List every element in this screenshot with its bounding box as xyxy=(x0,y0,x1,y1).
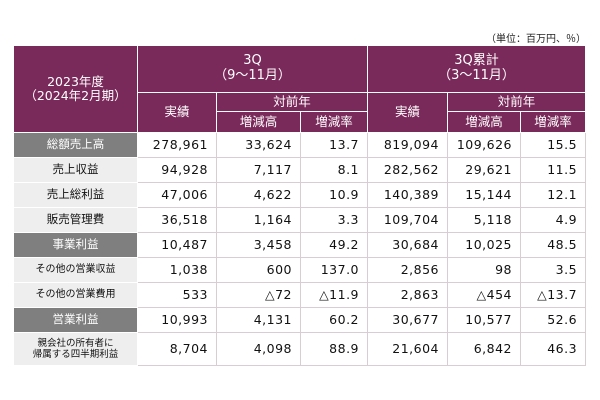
q3-change-amount-cell: 33,624 xyxy=(216,132,301,158)
q3-actual-cell: 1,038 xyxy=(137,257,217,283)
q3-change-rate-header: 増減率 xyxy=(299,111,369,133)
cumulative-title: 3Q累計 xyxy=(454,53,499,69)
table-row: 事業利益 10,487 3,458 49.2 30,684 10,025 48.… xyxy=(13,232,587,258)
table-row: 総額売上高 278,961 33,624 13.7 819,094 109,62… xyxy=(13,132,587,158)
table-row: その他の営業費用 533 △72 △11.9 2,863 △454 △13.7 xyxy=(13,282,587,308)
row-label: 販売管理費 xyxy=(13,207,138,233)
q3-change-amount-cell: 4,098 xyxy=(216,332,301,366)
q3-actual-cell: 533 xyxy=(137,282,217,308)
q3-actual-header: 実績 xyxy=(137,92,217,133)
cumulative-range: （3～11月） xyxy=(438,68,515,83)
q3-change-amount-cell: 7,117 xyxy=(216,157,301,183)
q3-actual-cell: 94,928 xyxy=(137,157,217,183)
cumulative-actual-cell: 30,677 xyxy=(367,307,449,333)
cumulative-change-rate-cell: 15.5 xyxy=(520,132,587,158)
q3-change-amount-header: 増減高 xyxy=(216,111,301,133)
row-label: その他の営業収益 xyxy=(13,257,138,283)
q3-actual-cell: 10,487 xyxy=(137,232,217,258)
q3-header: 3Q （9～11月） xyxy=(136,45,369,93)
cumulative-actual-header: 実績 xyxy=(367,92,449,133)
cumulative-change-rate-cell: 48.5 xyxy=(520,232,587,258)
cumulative-change-rate-cell: 46.3 xyxy=(520,332,587,366)
q3-change-rate-cell: 3.3 xyxy=(299,207,369,233)
cumulative-change-amount-cell: 109,626 xyxy=(447,132,522,158)
row-label: その他の営業費用 xyxy=(13,282,138,308)
cumulative-change-rate-cell: 3.5 xyxy=(520,257,587,283)
cumulative-change-rate-cell: 4.9 xyxy=(520,207,587,233)
q3-change-rate-cell: 137.0 xyxy=(299,257,369,283)
cumulative-change-amount-cell: 6,842 xyxy=(447,332,522,366)
q3-change-amount-cell: 4,131 xyxy=(216,307,301,333)
period-line2: （2024年2月期） xyxy=(24,88,127,103)
q3-actual-cell: 10,993 xyxy=(137,307,217,333)
q3-change-rate-cell: 60.2 xyxy=(299,307,369,333)
cumulative-change-amount-cell: 29,621 xyxy=(447,157,522,183)
table-row: その他の営業収益 1,038 600 137.0 2,856 98 3.5 xyxy=(13,257,587,283)
q3-change-rate-cell: △11.9 xyxy=(299,282,369,308)
cumulative-actual-cell: 109,704 xyxy=(367,207,449,233)
table-row: 売上収益 94,928 7,117 8.1 282,562 29,621 11.… xyxy=(13,157,587,183)
row-label: 総額売上高 xyxy=(13,132,138,158)
row-label: 営業利益 xyxy=(13,307,138,333)
cumulative-change-rate-cell: △13.7 xyxy=(520,282,587,308)
cumulative-change-amount-cell: △454 xyxy=(447,282,522,308)
cumulative-yoy-header: 対前年 xyxy=(447,92,587,112)
q3-change-amount-cell: 4,622 xyxy=(216,182,301,208)
cumulative-change-rate-cell: 12.1 xyxy=(520,182,587,208)
financial-results-table: 2023年度 （2024年2月期） 3Q （9～11月） 3Q累計 （3～11月… xyxy=(13,45,587,366)
cumulative-change-amount-cell: 10,577 xyxy=(447,307,522,333)
q3-change-rate-cell: 8.1 xyxy=(299,157,369,183)
q3-change-amount-cell: 3,458 xyxy=(216,232,301,258)
cumulative-actual-cell: 140,389 xyxy=(367,182,449,208)
cumulative-change-rate-cell: 11.5 xyxy=(520,157,587,183)
cumulative-actual-cell: 21,604 xyxy=(367,332,449,366)
row-label: 売上収益 xyxy=(13,157,138,183)
cumulative-actual-cell: 30,684 xyxy=(367,232,449,258)
row-label-line2: 帰属する四半期利益 xyxy=(32,349,119,360)
table-row: 親会社の所有者に 帰属する四半期利益 8,704 4,098 88.9 21,6… xyxy=(13,332,587,366)
q3-actual-cell: 47,006 xyxy=(137,182,217,208)
cumulative-change-rate-header: 増減率 xyxy=(520,111,587,133)
period-header: 2023年度 （2024年2月期） xyxy=(13,45,138,133)
q3-actual-cell: 8,704 xyxy=(137,332,217,366)
cumulative-change-amount-header: 増減高 xyxy=(447,111,522,133)
table-row: 販売管理費 36,518 1,164 3.3 109,704 5,118 4.9 xyxy=(13,207,587,233)
q3-title: 3Q xyxy=(243,53,262,69)
cumulative-actual-cell: 2,856 xyxy=(367,257,449,283)
q3-yoy-header: 対前年 xyxy=(215,92,369,112)
table-row: 売上総利益 47,006 4,622 10.9 140,389 15,144 1… xyxy=(13,182,587,208)
table-row: 営業利益 10,993 4,131 60.2 30,677 10,577 52.… xyxy=(13,307,587,333)
cumulative-change-amount-cell: 10,025 xyxy=(447,232,522,258)
cumulative-actual-cell: 819,094 xyxy=(367,132,449,158)
row-label-line1: 親会社の所有者に xyxy=(37,337,114,349)
q3-actual-cell: 278,961 xyxy=(137,132,217,158)
q3-actual-cell: 36,518 xyxy=(137,207,217,233)
q3-change-rate-cell: 10.9 xyxy=(299,182,369,208)
cumulative-actual-cell: 282,562 xyxy=(367,157,449,183)
q3-change-amount-cell: 1,164 xyxy=(216,207,301,233)
row-label: 売上総利益 xyxy=(13,182,138,208)
q3-change-rate-cell: 13.7 xyxy=(299,132,369,158)
q3-change-rate-cell: 49.2 xyxy=(299,232,369,258)
q3-change-rate-cell: 88.9 xyxy=(299,332,369,366)
cumulative-change-amount-cell: 5,118 xyxy=(447,207,522,233)
q3-change-amount-cell: △72 xyxy=(216,282,301,308)
cumulative-change-amount-cell: 98 xyxy=(447,257,522,283)
row-label: 親会社の所有者に 帰属する四半期利益 xyxy=(13,332,138,366)
q3-change-amount-cell: 600 xyxy=(216,257,301,283)
cumulative-change-amount-cell: 15,144 xyxy=(447,182,522,208)
unit-note: （単位：百万円、％） xyxy=(486,34,586,45)
cumulative-change-rate-cell: 52.6 xyxy=(520,307,587,333)
q3-range: （9～11月） xyxy=(214,68,291,83)
cumulative-header: 3Q累計 （3～11月） xyxy=(367,45,587,93)
row-label: 事業利益 xyxy=(13,232,138,258)
cumulative-actual-cell: 2,863 xyxy=(367,282,449,308)
period-line1: 2023年度 xyxy=(47,73,104,89)
